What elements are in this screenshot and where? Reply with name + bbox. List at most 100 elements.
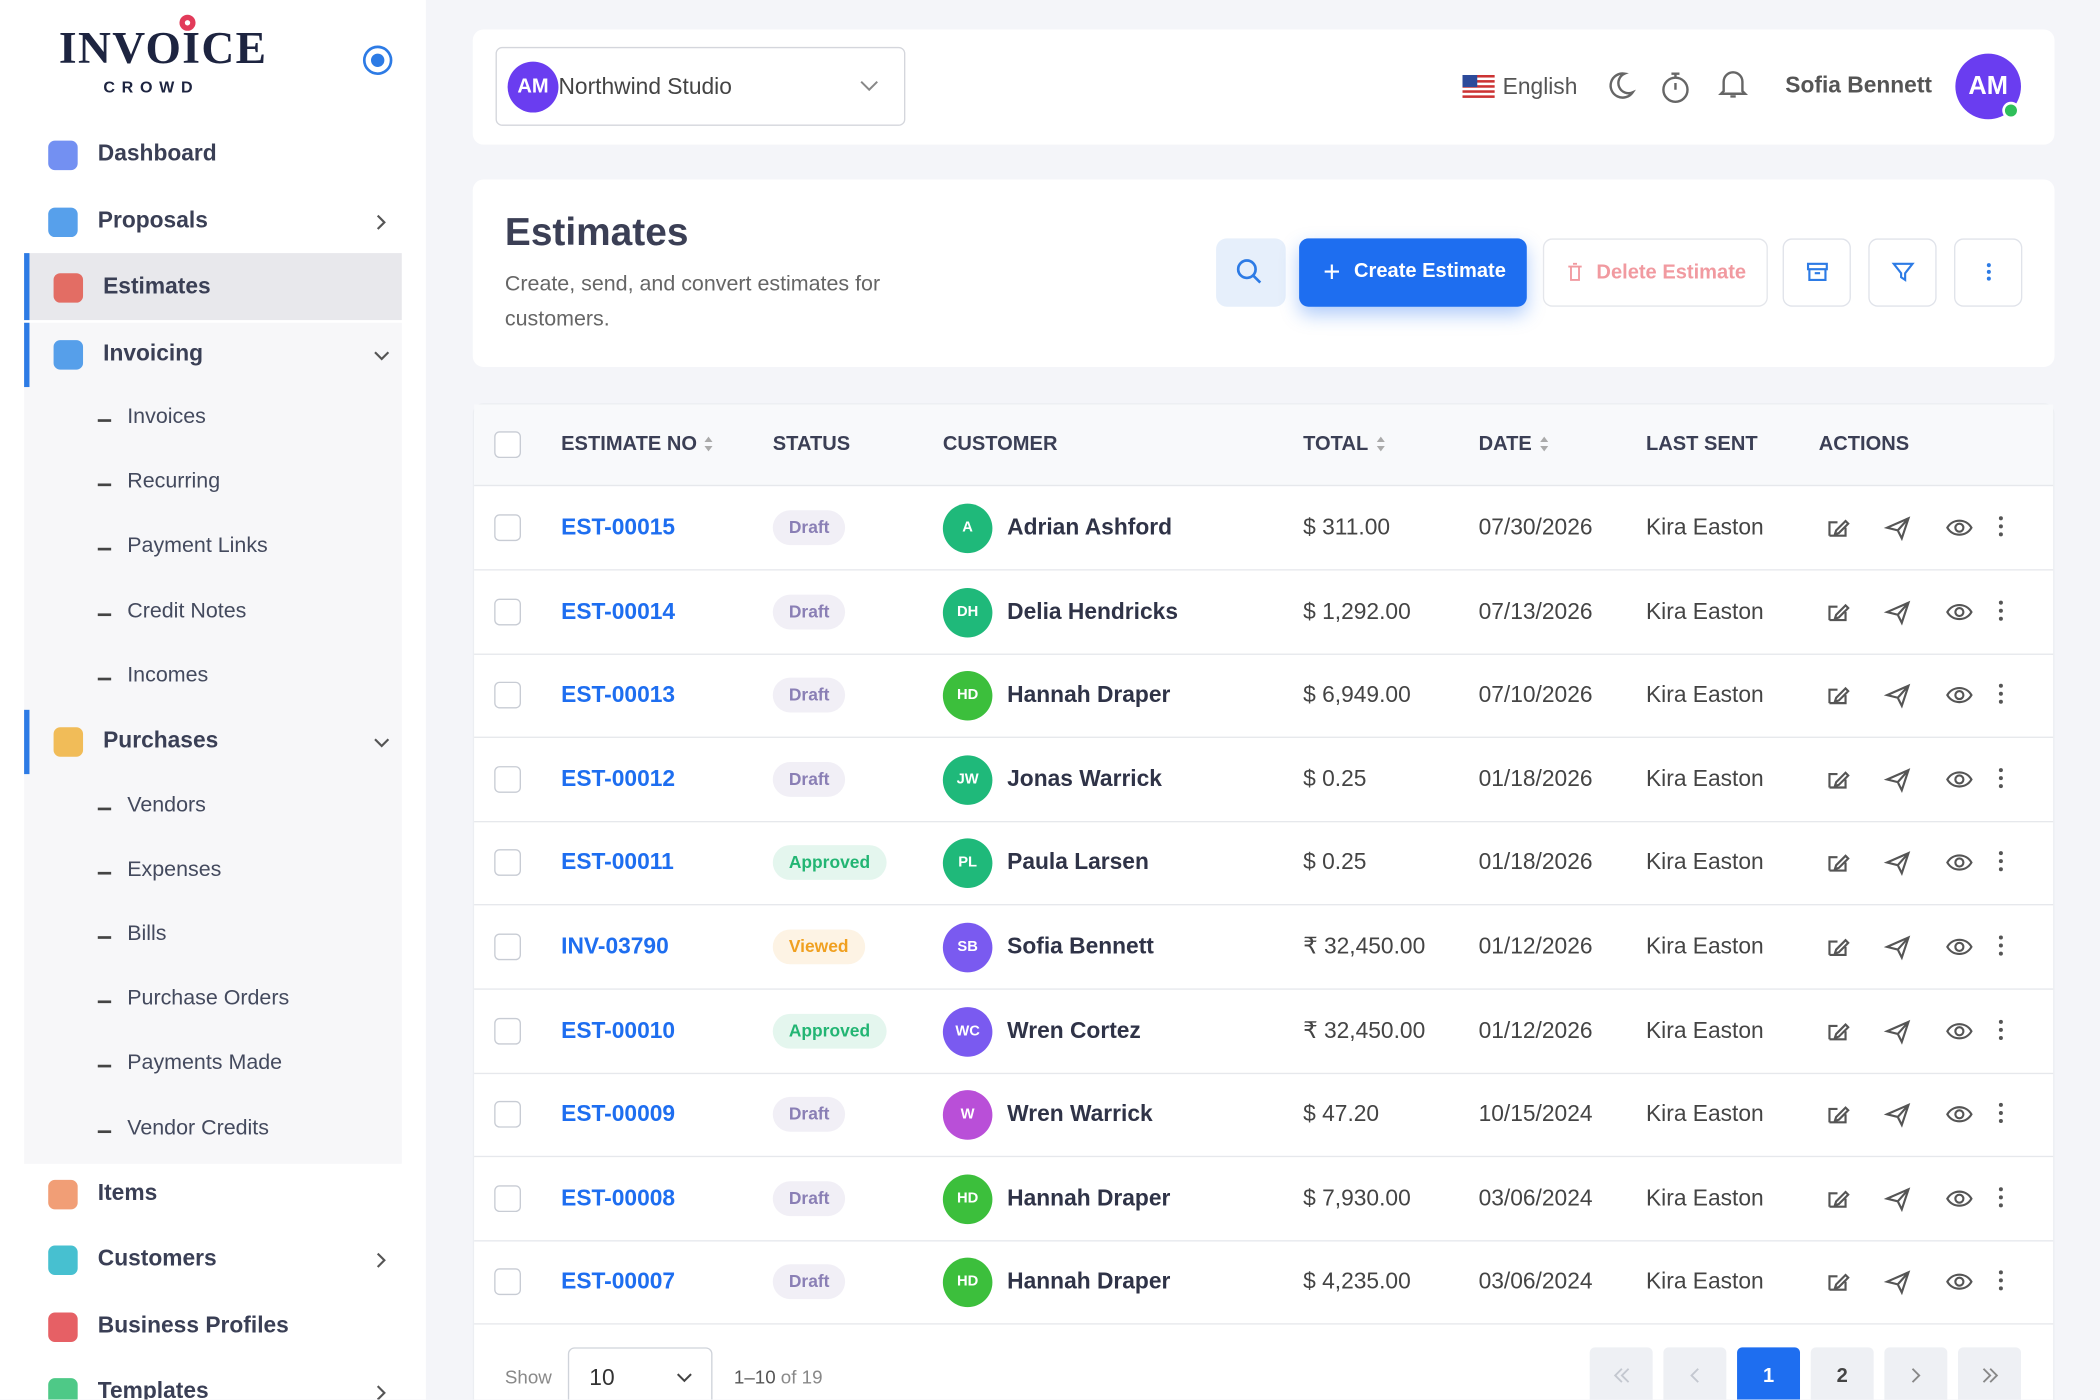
nav-subitem[interactable]: Vendors bbox=[127, 793, 206, 817]
view-action[interactable] bbox=[1946, 683, 1973, 707]
edit-action[interactable] bbox=[1825, 1019, 1852, 1043]
customer-name[interactable]: Delia Hendricks bbox=[1007, 598, 1178, 624]
org-select[interactable] bbox=[495, 46, 906, 126]
edit-action[interactable] bbox=[1825, 516, 1852, 540]
first-page[interactable] bbox=[1589, 1347, 1653, 1400]
estimate-number[interactable]: EST-00011 bbox=[561, 849, 674, 876]
nav-item[interactable]: Dashboard bbox=[97, 140, 217, 167]
prev-page[interactable] bbox=[1663, 1347, 1727, 1400]
view-action[interactable] bbox=[1946, 935, 1973, 959]
sidebar-toggle[interactable] bbox=[362, 44, 394, 76]
row-checkbox[interactable] bbox=[494, 765, 521, 793]
row-menu[interactable] bbox=[1997, 1102, 2005, 1126]
customer-name[interactable]: Jonas Warrick bbox=[1007, 765, 1162, 792]
header-checkbox[interactable] bbox=[494, 431, 521, 459]
send-action[interactable] bbox=[1883, 851, 1913, 877]
row-checkbox[interactable] bbox=[494, 849, 521, 877]
customer-name[interactable]: Sofia Bennett bbox=[1007, 933, 1154, 959]
page-size-select[interactable] bbox=[567, 1347, 713, 1400]
next-page[interactable] bbox=[1884, 1347, 1948, 1400]
nav-item[interactable]: Estimates bbox=[103, 273, 211, 299]
nav-subitem[interactable]: Invoices bbox=[127, 405, 206, 429]
nav-subitem[interactable]: Expenses bbox=[127, 858, 222, 881]
edit-action[interactable] bbox=[1825, 1270, 1852, 1294]
timer[interactable] bbox=[1659, 70, 1691, 105]
edit-action[interactable] bbox=[1825, 683, 1852, 707]
edit-action[interactable] bbox=[1825, 599, 1852, 623]
customer-name[interactable]: Wren Cortez bbox=[1007, 1017, 1141, 1043]
view-action[interactable] bbox=[1946, 767, 1973, 791]
edit-action[interactable] bbox=[1825, 767, 1852, 791]
row-checkbox[interactable] bbox=[494, 514, 521, 542]
row-checkbox[interactable] bbox=[494, 598, 521, 625]
customer-name[interactable]: Hannah Draper bbox=[1007, 681, 1171, 708]
nav-item[interactable]: Invoicing bbox=[103, 339, 204, 365]
delete-button[interactable]: Delete Estimate bbox=[1542, 238, 1768, 307]
nav-item[interactable]: Items bbox=[97, 1179, 158, 1205]
nav-item[interactable]: Customers bbox=[97, 1245, 217, 1272]
nav-subitem[interactable]: Bills bbox=[127, 922, 167, 946]
send-action[interactable] bbox=[1883, 1102, 1913, 1129]
estimate-number[interactable]: EST-00007 bbox=[561, 1268, 676, 1295]
edit-action[interactable] bbox=[1825, 851, 1852, 875]
row-checkbox[interactable] bbox=[494, 1017, 521, 1045]
send-action[interactable] bbox=[1883, 935, 1913, 961]
nav-item[interactable]: Templates bbox=[97, 1378, 209, 1400]
column-header[interactable]: TOTAL bbox=[1303, 432, 1369, 456]
row-menu[interactable] bbox=[1997, 935, 2005, 959]
nav-subitem[interactable]: Payment Links bbox=[127, 534, 268, 558]
send-action[interactable] bbox=[1883, 767, 1913, 793]
row-menu[interactable] bbox=[1997, 767, 2005, 791]
search-button[interactable] bbox=[1216, 238, 1286, 307]
send-action[interactable] bbox=[1883, 683, 1913, 709]
view-action[interactable] bbox=[1946, 851, 1973, 875]
edit-action[interactable] bbox=[1825, 1186, 1852, 1210]
nav-subitem[interactable]: Purchase Orders bbox=[127, 987, 290, 1010]
nav-subitem[interactable]: Recurring bbox=[127, 470, 221, 494]
customer-name[interactable]: Hannah Draper bbox=[1007, 1184, 1171, 1211]
row-checkbox[interactable] bbox=[494, 1101, 521, 1128]
estimate-number[interactable]: EST-00015 bbox=[561, 514, 676, 540]
estimate-number[interactable]: EST-00014 bbox=[561, 598, 676, 624]
page-button[interactable]: 2 bbox=[1810, 1347, 1874, 1400]
estimate-number[interactable]: EST-00008 bbox=[561, 1184, 676, 1211]
send-action[interactable] bbox=[1883, 1270, 1913, 1296]
row-checkbox[interactable] bbox=[494, 681, 521, 709]
view-action[interactable] bbox=[1946, 1102, 1973, 1126]
send-action[interactable] bbox=[1883, 1019, 1913, 1045]
column-header[interactable]: DATE bbox=[1478, 432, 1532, 456]
row-menu[interactable] bbox=[1997, 1019, 2005, 1043]
view-action[interactable] bbox=[1946, 1186, 1973, 1210]
row-menu[interactable] bbox=[1997, 599, 2005, 623]
row-menu[interactable] bbox=[1997, 1186, 2005, 1210]
nav-item[interactable]: Proposals bbox=[97, 206, 208, 233]
estimate-number[interactable]: EST-00013 bbox=[561, 681, 676, 708]
estimate-number[interactable]: EST-00012 bbox=[561, 765, 676, 792]
send-action[interactable] bbox=[1883, 599, 1913, 626]
notifications[interactable] bbox=[1717, 67, 1749, 102]
edit-action[interactable] bbox=[1825, 935, 1852, 959]
row-menu[interactable] bbox=[1997, 1270, 2005, 1294]
edit-action[interactable] bbox=[1825, 1102, 1852, 1126]
customer-name[interactable]: Paula Larsen bbox=[1007, 849, 1149, 876]
nav-subitem[interactable]: Vendor Credits bbox=[127, 1116, 269, 1140]
estimate-number[interactable]: INV-03790 bbox=[561, 933, 669, 959]
row-checkbox[interactable] bbox=[494, 933, 521, 961]
estimate-number[interactable]: EST-00009 bbox=[561, 1101, 676, 1127]
customer-name[interactable]: Adrian Ashford bbox=[1007, 514, 1173, 540]
view-action[interactable] bbox=[1946, 599, 1973, 623]
view-action[interactable] bbox=[1946, 516, 1973, 540]
send-action[interactable] bbox=[1883, 1186, 1913, 1212]
view-action[interactable] bbox=[1946, 1270, 1973, 1294]
column-header[interactable]: ESTIMATE NO bbox=[561, 432, 697, 456]
estimate-number[interactable]: EST-00010 bbox=[561, 1017, 676, 1043]
nav-item[interactable]: Purchases bbox=[103, 727, 219, 753]
row-checkbox[interactable] bbox=[494, 1184, 521, 1212]
customer-name[interactable]: Hannah Draper bbox=[1007, 1268, 1171, 1295]
last-page[interactable] bbox=[1958, 1347, 2021, 1400]
customer-name[interactable]: Wren Warrick bbox=[1007, 1101, 1153, 1127]
theme-toggle[interactable] bbox=[1604, 70, 1636, 102]
row-menu[interactable] bbox=[1997, 516, 2005, 540]
nav-subitem[interactable]: Credit Notes bbox=[127, 599, 247, 623]
row-checkbox[interactable] bbox=[494, 1268, 521, 1296]
